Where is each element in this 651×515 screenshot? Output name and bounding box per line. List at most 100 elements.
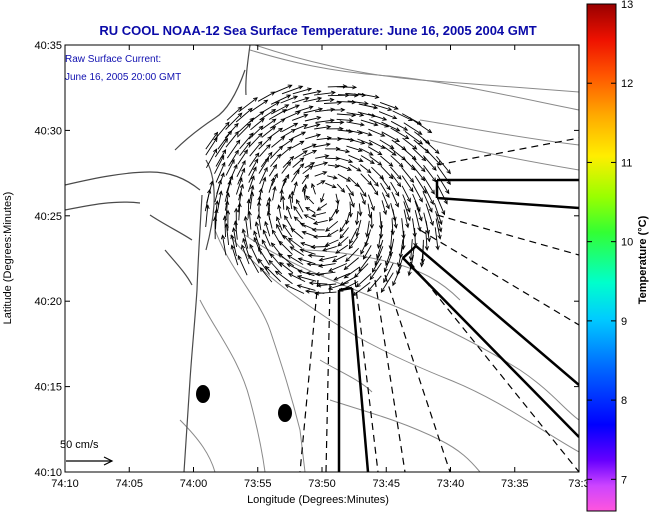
current-vector-head [335, 249, 341, 254]
coastline-staten-island [174, 69, 246, 151]
current-vector-head [312, 220, 318, 225]
current-vector [302, 187, 306, 201]
current-vector [391, 218, 394, 235]
current-vector-head [359, 112, 365, 117]
current-vector-head [406, 197, 411, 203]
current-vector [241, 245, 250, 265]
current-vector [380, 182, 390, 198]
current-vector-head [225, 192, 231, 198]
current-vector [316, 137, 331, 141]
current-vector-head [258, 132, 263, 138]
current-vector-head [425, 229, 430, 235]
x-tick-label: 73:45 [372, 478, 400, 490]
current-vector-head [267, 136, 273, 141]
current-vector-head [241, 228, 246, 234]
current-vector-head [264, 157, 270, 163]
current-vector-head [335, 146, 341, 152]
current-vector-head [287, 273, 293, 278]
current-vector [248, 125, 264, 140]
current-vector [360, 155, 375, 164]
current-vector-head [225, 200, 230, 205]
current-vector-head [420, 176, 426, 182]
current-vector [236, 123, 251, 138]
current-vector-head [254, 152, 260, 158]
current-vector [214, 180, 222, 203]
current-vector-head [222, 149, 227, 154]
current-vector [336, 183, 345, 193]
current-vector-head [271, 229, 276, 235]
current-vector-head [305, 195, 311, 200]
current-vector-head [214, 200, 220, 206]
current-vector [281, 85, 303, 95]
coastline [65, 45, 251, 472]
current-vector-head [258, 125, 264, 131]
current-vector-head [278, 240, 283, 246]
current-vector [248, 211, 252, 230]
x-tick-label: 74:00 [180, 478, 208, 490]
current-vector-head [326, 232, 332, 237]
current-vector [303, 108, 323, 114]
current-vector-head [237, 254, 242, 260]
current-vector [270, 154, 281, 167]
current-vector-head [270, 91, 276, 96]
current-vector-head [220, 172, 225, 178]
current-vector [423, 176, 435, 195]
current-vector-head [368, 141, 374, 146]
current-vector [259, 267, 273, 283]
current-vector [303, 123, 320, 130]
current-vector-head [264, 220, 269, 226]
current-vector [390, 181, 400, 197]
current-vector [222, 235, 227, 256]
current-vector [371, 103, 392, 111]
current-vector [261, 118, 276, 130]
current-vector [396, 256, 404, 275]
current-vector-head [307, 87, 313, 92]
current-vector [402, 194, 411, 213]
current-vector-head [286, 205, 291, 211]
current-vector [315, 119, 334, 123]
current-vector [214, 122, 230, 140]
current-vector [214, 155, 225, 174]
current-vector-head [253, 97, 258, 102]
current-vector [390, 155, 404, 168]
current-vector-head [322, 171, 328, 176]
current-vector [390, 127, 409, 139]
current-vector-head [278, 252, 283, 258]
current-vector-head [406, 207, 411, 213]
current-vector-head [422, 189, 427, 194]
current-vector-head [238, 177, 243, 183]
map-plot-area: Raw Surface Current: June 16, 2005 20:00… [34, 40, 589, 490]
current-vector-head [326, 124, 332, 130]
current-vector-head [369, 224, 375, 230]
current-vector [290, 246, 305, 256]
current-vector [357, 138, 373, 146]
current-vector-head [360, 249, 365, 255]
current-vector [367, 174, 379, 187]
current-vector [270, 253, 283, 268]
current-vector [316, 180, 325, 186]
current-vector [265, 266, 282, 283]
current-vector [337, 129, 353, 133]
current-vector [316, 271, 336, 275]
current-vector [280, 95, 298, 104]
current-vector [336, 118, 353, 122]
current-vector-head [282, 223, 287, 229]
current-vector-head [358, 158, 364, 163]
current-vector-head [265, 201, 271, 207]
current-vector-head [389, 144, 395, 149]
current-vector-head [256, 200, 262, 206]
contour-line [249, 49, 579, 111]
current-vector-head [276, 223, 281, 229]
current-vector [249, 152, 260, 167]
current-vector-head [209, 180, 214, 186]
y-tick-label: 40:15 [34, 382, 62, 394]
x-tick-label: 73:50 [308, 478, 336, 490]
current-vector-head [293, 181, 298, 187]
current-vector-head [357, 147, 363, 152]
current-vector [421, 245, 424, 267]
current-vector [313, 162, 328, 167]
current-vector [235, 177, 243, 195]
current-vector-head [370, 206, 375, 212]
current-vector-head [342, 84, 348, 89]
current-vector [237, 149, 248, 165]
